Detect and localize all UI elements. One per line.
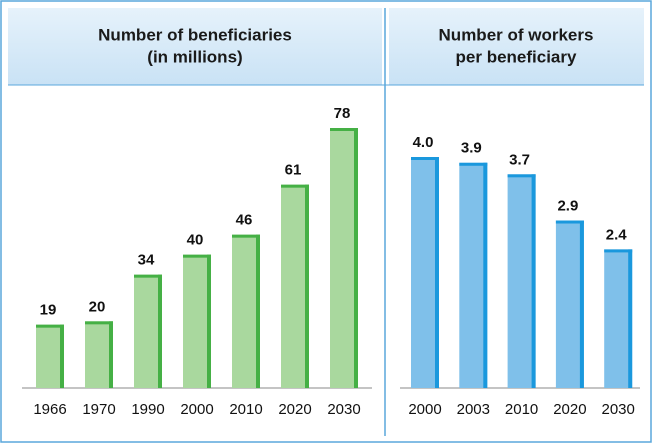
x-tick-label: 2030 (602, 401, 635, 418)
x-tick-label: 1990 (131, 401, 164, 418)
bar (507, 174, 536, 388)
bar-edge (60, 324, 64, 388)
bar-top (330, 128, 358, 131)
x-tick-label: 2010 (505, 401, 538, 418)
bar-top (411, 157, 439, 160)
bar (36, 324, 64, 388)
bar (555, 220, 584, 388)
bar-top (36, 324, 64, 328)
value-label: 2.9 (557, 197, 578, 214)
value-label: 19 (40, 302, 57, 319)
bar-top (232, 234, 260, 238)
value-label: 78 (334, 105, 351, 122)
bar (604, 249, 633, 388)
value-label: 34 (138, 252, 155, 269)
x-tick-label: 2003 (457, 401, 490, 418)
x-tick-label: 2000 (408, 401, 441, 418)
chart-title: Number of beneficiaries (98, 25, 292, 44)
bar-top (85, 321, 113, 325)
x-tick-label: 2000 (180, 401, 213, 418)
bar-edge (207, 254, 211, 388)
value-label: 46 (236, 212, 253, 229)
bar-edge (305, 184, 309, 388)
bar (232, 234, 260, 388)
bar-top (604, 249, 633, 253)
value-label: 3.9 (461, 140, 482, 157)
value-label: 4.0 (413, 134, 434, 151)
chart-title: per beneficiary (456, 47, 577, 66)
bar-top (134, 274, 162, 278)
bar-edge (579, 220, 584, 388)
x-tick-label: 2020 (553, 401, 586, 418)
bar (411, 157, 439, 388)
x-tick-label: 1966 (33, 401, 66, 418)
bar-edge (531, 174, 536, 388)
value-label: 3.7 (509, 151, 530, 168)
bar-edge (483, 162, 488, 388)
x-tick-label: 2010 (229, 401, 262, 418)
value-label: 40 (187, 232, 204, 249)
bar-edge (158, 274, 162, 388)
bar-top (183, 254, 211, 258)
x-tick-label: 2030 (327, 401, 360, 418)
bar-top (281, 184, 309, 188)
bar-edge (354, 128, 358, 388)
value-label: 61 (285, 162, 302, 179)
bar (459, 162, 488, 388)
bar-edge (256, 234, 260, 388)
bar-edge (435, 157, 439, 388)
x-tick-label: 1970 (82, 401, 115, 418)
bar (183, 254, 211, 388)
value-label: 2.4 (606, 226, 628, 243)
bar-top (555, 220, 584, 224)
bar (134, 274, 162, 388)
bar (281, 184, 309, 388)
chart-title: Number of workers (439, 25, 594, 44)
chart-title: (in millions) (147, 47, 242, 66)
bar-edge (628, 249, 633, 388)
bar (330, 128, 358, 388)
header-left (8, 8, 382, 85)
header-right (389, 8, 644, 85)
x-tick-label: 2020 (278, 401, 311, 418)
value-label: 20 (89, 298, 106, 315)
bar-edge (109, 321, 113, 388)
bar-top (507, 174, 536, 178)
bar (85, 321, 113, 388)
bar-top (459, 162, 488, 166)
